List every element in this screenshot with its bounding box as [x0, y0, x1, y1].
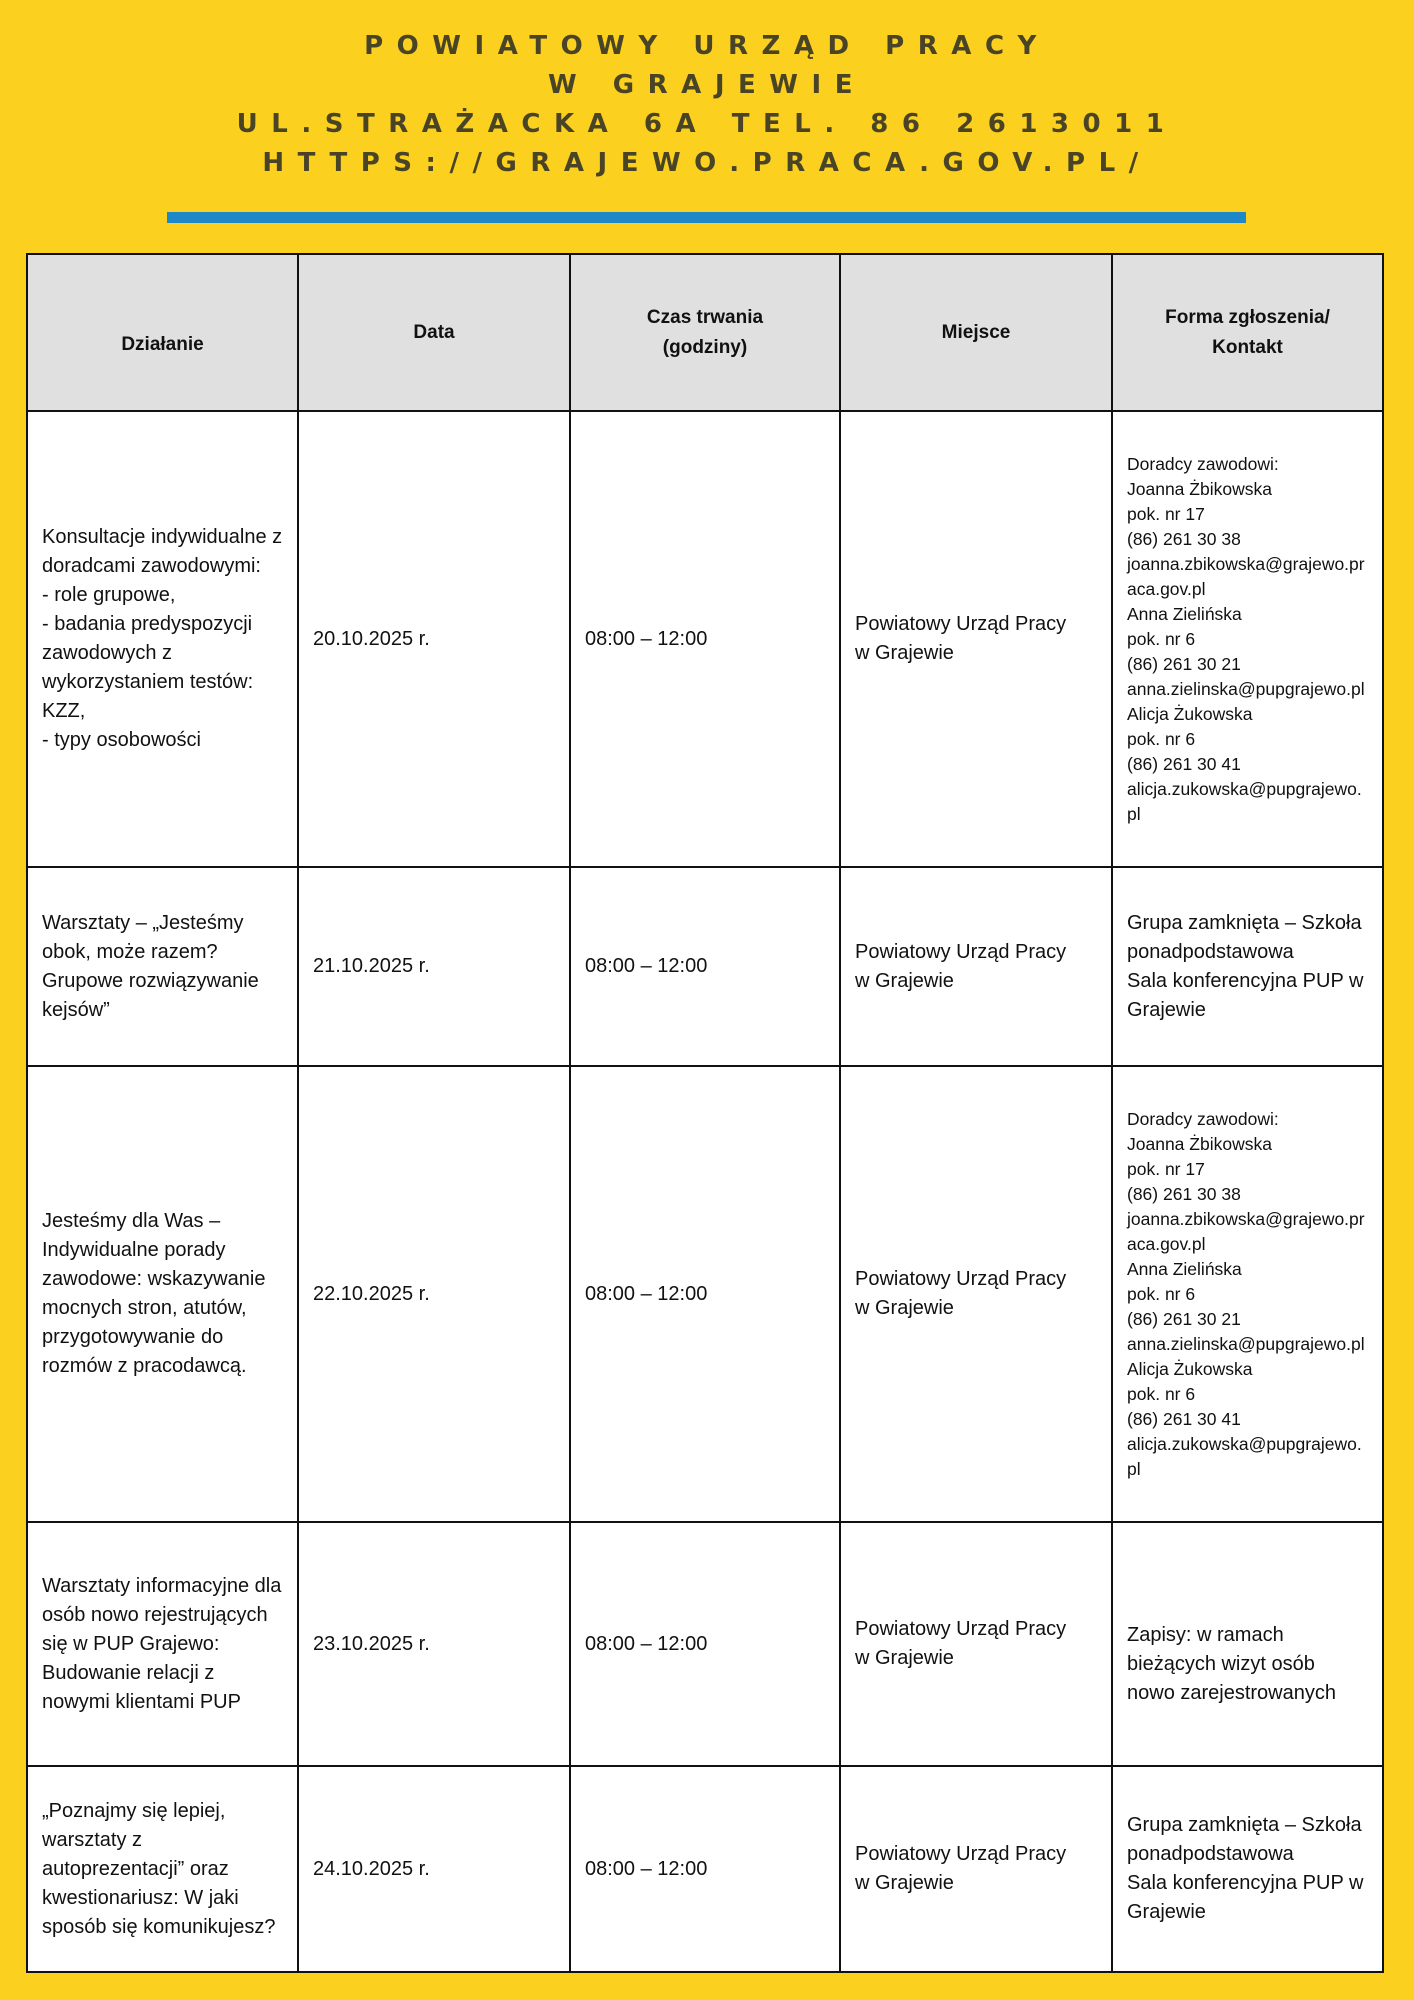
column-header-dzialanie: Działanie — [26, 253, 299, 412]
cell-data: 24.10.2025 r. — [297, 1765, 571, 1973]
cell-kontakt: Doradcy zawodowi: Joanna Żbikowska pok. … — [1111, 1065, 1384, 1523]
cell-miejsce: Powiatowy Urząd Pracy w Grajewie — [839, 1521, 1113, 1767]
cell-data: 22.10.2025 r. — [297, 1065, 571, 1523]
cell-czas: 08:00 – 12:00 — [569, 1765, 841, 1973]
cell-miejsce: Powiatowy Urząd Pracy w Grajewie — [839, 410, 1113, 868]
table-row: „Poznajmy się lepiej, warsztaty z autopr… — [26, 1765, 1384, 1973]
title-line-1: POWIATOWY URZĄD PRACY — [364, 31, 1050, 61]
cell-data: 20.10.2025 r. — [297, 410, 571, 868]
column-header-czas: Czas trwania (godziny) — [569, 253, 841, 412]
cell-dzialanie: „Poznajmy się lepiej, warsztaty z autopr… — [26, 1765, 299, 1973]
cell-dzialanie: Warsztaty – „Jesteśmy obok, może razem? … — [26, 866, 299, 1067]
cell-czas: 08:00 – 12:00 — [569, 1065, 841, 1523]
cell-dzialanie: Warsztaty informacyjne dla osób nowo rej… — [26, 1521, 299, 1767]
cell-czas: 08:00 – 12:00 — [569, 866, 841, 1067]
cell-miejsce: Powiatowy Urząd Pracy w Grajewie — [839, 1065, 1113, 1523]
cell-kontakt: Grupa zamknięta – Szkoła ponadpodstawowa… — [1111, 866, 1384, 1067]
cell-data: 23.10.2025 r. — [297, 1521, 571, 1767]
cell-miejsce: Powiatowy Urząd Pracy w Grajewie — [839, 866, 1113, 1067]
cell-kontakt: Grupa zamknięta – Szkoła ponadpodstawowa… — [1111, 1765, 1384, 1973]
schedule-table: Działanie Data Czas trwania (godziny) Mi… — [26, 253, 1384, 1973]
cell-czas: 08:00 – 12:00 — [569, 410, 841, 868]
cell-data: 21.10.2025 r. — [297, 866, 571, 1067]
column-header-data: Data — [297, 253, 571, 412]
column-header-miejsce: Miejsce — [839, 253, 1113, 412]
website-line: HTTPS://GRAJEWO.PRACA.GOV.PL/ — [262, 148, 1152, 178]
table-row: Konsultacje indywidualne z doradcami zaw… — [26, 410, 1384, 868]
accent-divider — [167, 212, 1246, 223]
table-header-row: Działanie Data Czas trwania (godziny) Mi… — [26, 253, 1384, 412]
cell-kontakt: Zapisy: w ramach bieżących wizyt osób no… — [1111, 1521, 1384, 1767]
cell-miejsce: Powiatowy Urząd Pracy w Grajewie — [839, 1765, 1113, 1973]
table-row: Jesteśmy dla Was – Indywidualne porady z… — [26, 1065, 1384, 1523]
table-row: Warsztaty – „Jesteśmy obok, może razem? … — [26, 866, 1384, 1067]
cell-dzialanie: Konsultacje indywidualne z doradcami zaw… — [26, 410, 299, 868]
cell-czas: 08:00 – 12:00 — [569, 1521, 841, 1767]
address-line: UL.STRAŻACKA 6A TEL. 86 2613011 — [236, 109, 1178, 139]
table-row: Warsztaty informacyjne dla osób nowo rej… — [26, 1521, 1384, 1767]
cell-dzialanie: Jesteśmy dla Was – Indywidualne porady z… — [26, 1065, 299, 1523]
title-line-2: W GRAJEWIE — [548, 70, 866, 100]
column-header-kontakt: Forma zgłoszenia/ Kontakt — [1111, 253, 1384, 412]
cell-kontakt: Doradcy zawodowi: Joanna Żbikowska pok. … — [1111, 410, 1384, 868]
